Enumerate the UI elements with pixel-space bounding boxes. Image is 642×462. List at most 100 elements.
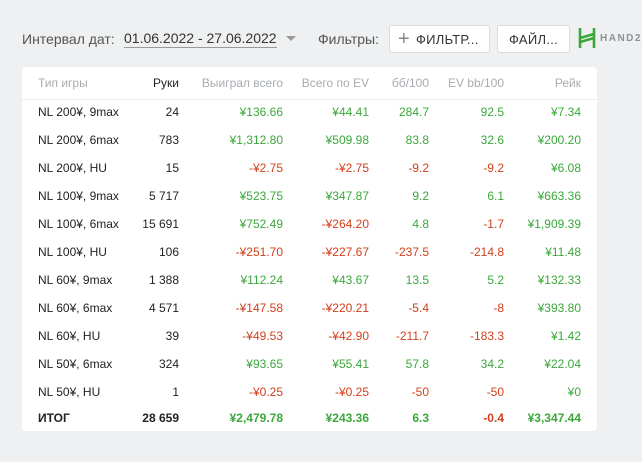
game-type-cell: NL 100¥, 6max <box>38 217 119 231</box>
table-row[interactable]: NL 100¥, 9max 5 717 ¥523.75 ¥347.87 9.2 6.1 ¥6… <box>22 183 597 211</box>
hands-cell: 24 <box>165 105 179 119</box>
ev-total-cell: -¥220.21 <box>321 301 369 315</box>
hands-cell: 106 <box>158 245 179 259</box>
game-type-cell: NL 50¥, 6max <box>38 357 113 371</box>
bb100-cell: -50 <box>411 385 429 399</box>
hands-cell: 28 659 <box>142 411 179 425</box>
hands-cell: 1 388 <box>148 273 179 287</box>
ev-bb100-cell: 34.2 <box>480 357 504 371</box>
table-row[interactable]: NL 60¥, HU 39 -¥49.53 -¥42.90 -211.7 -183.3 ¥1… <box>22 323 597 351</box>
header-ev-total[interactable]: Всего по EV <box>301 76 369 90</box>
bb100-cell: 284.7 <box>398 105 429 119</box>
ev-total-cell: -¥227.67 <box>321 245 369 259</box>
logo: HAND2 <box>578 27 642 49</box>
logo-text: HAND2 <box>600 32 642 44</box>
bb100-cell: -9.2 <box>408 161 429 175</box>
ev-total-cell: ¥243.36 <box>325 411 369 425</box>
table-row[interactable]: NL 60¥, 9max 1 388 ¥112.24 ¥43.67 13.5 5.2 ¥13… <box>22 267 597 295</box>
hands-cell: 324 <box>158 357 179 371</box>
game-type-cell: NL 60¥, HU <box>38 329 101 343</box>
table-row[interactable]: NL 50¥, 6max 324 ¥93.65 ¥55.41 57.8 34.2 ¥22.0… <box>22 351 597 379</box>
ev-total-cell: -¥42.90 <box>328 329 369 343</box>
ev-bb100-cell: -50 <box>486 385 504 399</box>
toolbar: Интервал дат: 01.06.2022 - 27.06.2022 Фи… <box>0 22 642 56</box>
rake-cell: ¥1,909.39 <box>527 217 581 231</box>
filter-button[interactable]: + ФИЛЬТР... <box>389 25 490 53</box>
won-total-cell: -¥251.70 <box>235 245 283 259</box>
table-row[interactable]: NL 200¥, 9max 24 ¥136.66 ¥44.41 284.7 92.5 ¥7.… <box>22 99 597 127</box>
bb100-cell: -237.5 <box>394 245 429 259</box>
rake-cell: ¥1.42 <box>550 329 581 343</box>
header-won-total[interactable]: Выиграл всего <box>201 76 283 90</box>
bb100-cell: 6.3 <box>412 411 429 425</box>
won-total-cell: ¥112.24 <box>240 273 284 287</box>
table-row[interactable]: NL 100¥, 6max 15 691 ¥752.49 -¥264.20 4.8 -1.… <box>22 211 597 239</box>
won-total-cell: ¥752.49 <box>239 217 283 231</box>
rake-cell: ¥11.48 <box>545 245 581 259</box>
file-button[interactable]: ФАЙЛ... <box>497 25 570 53</box>
ev-total-cell: ¥509.98 <box>325 133 369 147</box>
ev-bb100-cell: 92.5 <box>480 105 504 119</box>
ev-bb100-cell: -183.3 <box>469 329 504 343</box>
ev-total-cell: -¥0.25 <box>334 385 369 399</box>
ev-bb100-cell: -8 <box>493 301 504 315</box>
date-range-picker[interactable]: 01.06.2022 - 27.06.2022 <box>124 30 277 48</box>
header-bb100[interactable]: бб/100 <box>391 76 429 90</box>
bb100-cell: 13.5 <box>405 273 429 287</box>
table-row[interactable]: NL 100¥, HU 106 -¥251.70 -¥227.67 -237.5 -214… <box>22 239 597 267</box>
won-total-cell: -¥0.25 <box>248 385 283 399</box>
rake-cell: ¥3,347.44 <box>527 411 581 425</box>
game-type-cell: NL 60¥, 9max <box>38 273 113 287</box>
rake-cell: ¥132.33 <box>537 273 581 287</box>
table-row[interactable]: NL 200¥, HU 15 -¥2.75 -¥2.75 -9.2 -9.2 ¥6.08 <box>22 155 597 183</box>
ev-bb100-cell: -1.7 <box>483 217 504 231</box>
table-row[interactable]: NL 200¥, 6max 783 ¥1,312.80 ¥509.98 83.8 32.6… <box>22 127 597 155</box>
chevron-down-icon[interactable] <box>286 36 296 41</box>
rake-cell: ¥0 <box>567 385 581 399</box>
bb100-cell: 4.8 <box>412 217 429 231</box>
game-type-cell: ИТОГ <box>38 411 70 425</box>
header-ev-bb100[interactable]: EV bb/100 <box>447 76 504 90</box>
hands-cell: 5 717 <box>148 189 179 203</box>
bb100-cell: 57.8 <box>405 357 429 371</box>
table-header: Тип игры Руки Выиграл всего Всего по EV … <box>22 67 597 100</box>
ev-bb100-cell: 6.1 <box>487 189 504 203</box>
ev-total-cell: ¥347.87 <box>325 189 369 203</box>
ev-bb100-cell: -0.4 <box>483 411 504 425</box>
rake-cell: ¥22.04 <box>544 357 581 371</box>
filters-label: Фильтры: <box>318 31 379 47</box>
bb100-cell: 83.8 <box>405 133 429 147</box>
plus-icon: + <box>398 28 410 50</box>
game-type-cell: NL 200¥, HU <box>38 161 107 175</box>
won-total-cell: -¥49.53 <box>242 329 283 343</box>
game-type-cell: NL 200¥, 6max <box>38 133 119 147</box>
game-type-cell: NL 100¥, 9max <box>38 189 119 203</box>
ev-bb100-cell: -214.8 <box>469 245 504 259</box>
bb100-cell: -5.4 <box>408 301 429 315</box>
header-game-type[interactable]: Тип игры <box>38 76 88 90</box>
hands-cell: 15 <box>165 161 179 175</box>
handz-logo-icon <box>578 28 596 48</box>
rake-cell: ¥200.20 <box>537 133 581 147</box>
ev-bb100-cell: -9.2 <box>483 161 504 175</box>
ev-total-cell: ¥55.41 <box>332 357 369 371</box>
bb100-cell: 9.2 <box>412 189 429 203</box>
date-interval-label: Интервал дат: <box>22 31 115 47</box>
table-row[interactable]: NL 50¥, HU 1 -¥0.25 -¥0.25 -50 -50 ¥0 <box>22 379 597 407</box>
game-type-cell: NL 200¥, 9max <box>38 105 119 119</box>
file-button-label: ФАЙЛ... <box>509 31 559 47</box>
won-total-cell: ¥93.65 <box>246 357 283 371</box>
rake-cell: ¥6.08 <box>550 161 581 175</box>
table-row[interactable]: NL 60¥, 6max 4 571 -¥147.58 -¥220.21 -5.4 -8 ¥… <box>22 295 597 323</box>
ev-total-cell: ¥43.67 <box>332 273 369 287</box>
header-hands[interactable]: Руки <box>153 76 179 90</box>
header-rake[interactable]: Рейк <box>554 76 581 90</box>
ev-bb100-cell: 32.6 <box>480 133 504 147</box>
game-type-cell: NL 60¥, 6max <box>38 301 113 315</box>
won-total-cell: ¥523.75 <box>239 189 283 203</box>
hands-cell: 4 571 <box>148 301 179 315</box>
ev-bb100-cell: 5.2 <box>487 273 504 287</box>
total-row[interactable]: ИТОГ 28 659 ¥2,479.78 ¥243.36 6.3 -0.4 ¥3,347.… <box>22 405 597 431</box>
won-total-cell: ¥2,479.78 <box>229 411 283 425</box>
ev-total-cell: -¥2.75 <box>334 161 369 175</box>
